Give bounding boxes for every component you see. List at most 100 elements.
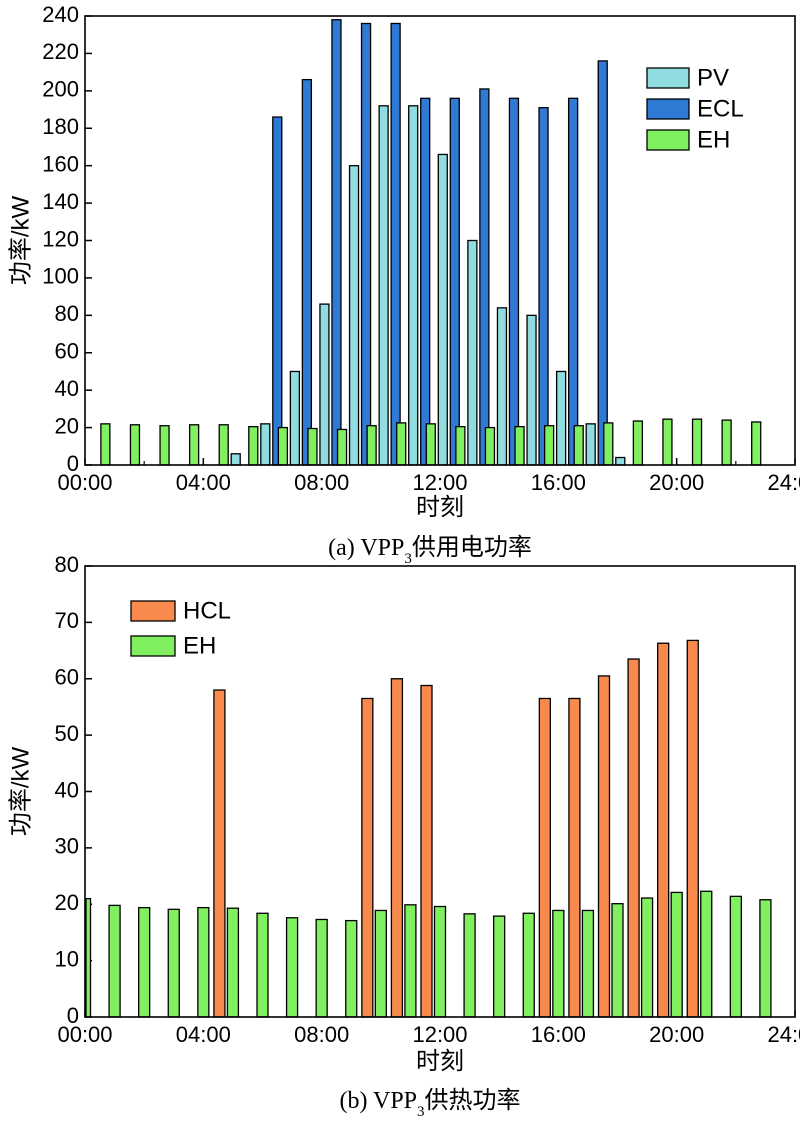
legend-label: HCL <box>183 597 231 624</box>
caption-prefix: (a) VPP <box>328 535 404 561</box>
y-axis-label: 功率/kW <box>7 195 34 285</box>
plot-frame <box>84 565 796 1018</box>
bar-ecl <box>597 60 608 466</box>
bar-ecl <box>301 78 313 466</box>
legend-label: EH <box>183 632 216 659</box>
bar-ecl <box>390 22 401 466</box>
chart-caption: (b) VPP3供热功率 <box>339 1087 520 1120</box>
series-eh <box>100 418 762 466</box>
bar-eh <box>573 425 584 466</box>
bar-eh <box>433 905 447 1018</box>
x-tick-label: 04:00 <box>176 470 231 495</box>
bar-hcl <box>686 639 699 1018</box>
x-axis-label: 时刻 <box>416 1048 464 1075</box>
bar-eh <box>729 895 742 1018</box>
chart-caption: (a) VPP3供用电功率 <box>328 534 532 567</box>
legend-swatch-eh <box>130 635 176 657</box>
bar-pv <box>615 456 626 466</box>
bar-hcl <box>213 689 226 1018</box>
y-tick-label: 20 <box>55 413 79 438</box>
bar-eh <box>670 891 683 1018</box>
bar-hcl <box>597 675 611 1018</box>
bar-eh <box>543 425 555 466</box>
bar-eh <box>85 897 92 1018</box>
bar-eh <box>248 425 259 466</box>
x-tick-label: 04:00 <box>176 1022 231 1047</box>
y-tick-label: 10 <box>55 946 79 971</box>
bar-pv <box>585 423 596 466</box>
x-tick-label: 20:00 <box>649 1022 704 1047</box>
y-tick-label: 30 <box>55 834 79 859</box>
x-tick-label: 16:00 <box>531 470 586 495</box>
bar-eh <box>603 422 614 466</box>
bar-hcl <box>657 642 670 1018</box>
bar-eh <box>108 904 121 1018</box>
x-tick-label: 08:00 <box>294 470 349 495</box>
series-hcl <box>213 639 699 1018</box>
legend-label: PV <box>697 64 729 91</box>
caption-subscript: 3 <box>404 551 412 567</box>
bar-hcl <box>538 697 551 1018</box>
bar-hcl <box>627 658 640 1018</box>
legend-swatch-ecl <box>646 98 690 120</box>
y-tick-label: 80 <box>55 301 79 326</box>
legend: PV ECL EH <box>646 64 744 153</box>
x-tick-label: 24:00 <box>767 1022 800 1047</box>
y-tick-label: 220 <box>42 39 79 64</box>
bar-eh <box>514 425 525 466</box>
x-tick-label: 00:00 <box>57 470 112 495</box>
bar-hcl <box>361 697 374 1018</box>
x-tick-label: 08:00 <box>294 1022 349 1047</box>
bar-eh <box>700 890 713 1018</box>
bar-eh <box>425 423 436 466</box>
y-tick-label: 140 <box>42 189 79 214</box>
bar-ecl <box>360 22 372 466</box>
bar-pv <box>378 105 389 466</box>
legend-label: EH <box>697 126 730 153</box>
bar-pv <box>555 370 567 466</box>
bar-eh <box>493 915 506 1018</box>
y-tick-label: 60 <box>55 665 79 690</box>
legend-swatch-hcl <box>130 600 176 622</box>
series-ecl <box>272 19 608 466</box>
caption-suffix: 供用电功率 <box>412 534 532 561</box>
bar-eh <box>632 420 644 466</box>
y-tick-label: 160 <box>42 151 79 176</box>
bar-eh <box>691 418 703 466</box>
bar-pv <box>408 105 419 466</box>
bar-eh <box>484 426 496 466</box>
bar-eh <box>159 425 170 466</box>
y-tick-label: 240 <box>42 2 79 27</box>
x-tick-label: 12:00 <box>412 1022 467 1047</box>
bar-eh <box>374 909 387 1018</box>
x-tick-label: 12:00 <box>412 470 467 495</box>
x-axis-label: 时刻 <box>416 494 464 521</box>
y-tick-label: 200 <box>42 77 79 102</box>
x-tick-label: 16:00 <box>531 1022 586 1047</box>
bar-eh <box>256 912 269 1018</box>
bar-eh <box>138 906 151 1018</box>
legend-swatch-eh <box>646 129 690 151</box>
bar-ecl <box>538 107 549 466</box>
bar-eh <box>345 919 358 1018</box>
bar-pv <box>289 370 301 466</box>
legend: HCL EH <box>130 597 231 659</box>
bar-ecl <box>331 19 342 466</box>
plot-frame <box>84 15 796 466</box>
bar-eh <box>285 917 299 1018</box>
bar-eh <box>188 424 200 466</box>
bar-hcl <box>420 684 433 1018</box>
y-tick-label: 70 <box>55 608 79 633</box>
bar-eh <box>662 418 673 466</box>
bar-eh <box>721 419 732 466</box>
y-tick-label: 40 <box>55 777 79 802</box>
bar-eh <box>552 909 565 1018</box>
bar-eh <box>277 426 289 466</box>
bar-eh <box>581 909 595 1018</box>
bar-eh <box>218 424 229 466</box>
bar-eh <box>751 421 762 466</box>
bar-eh <box>640 897 654 1018</box>
bar-ecl <box>479 88 490 466</box>
chart-a-power-supply: 0 20 40 60 80 100 120 140 160 180 200 220 240 00:00 04… <box>7 2 800 567</box>
